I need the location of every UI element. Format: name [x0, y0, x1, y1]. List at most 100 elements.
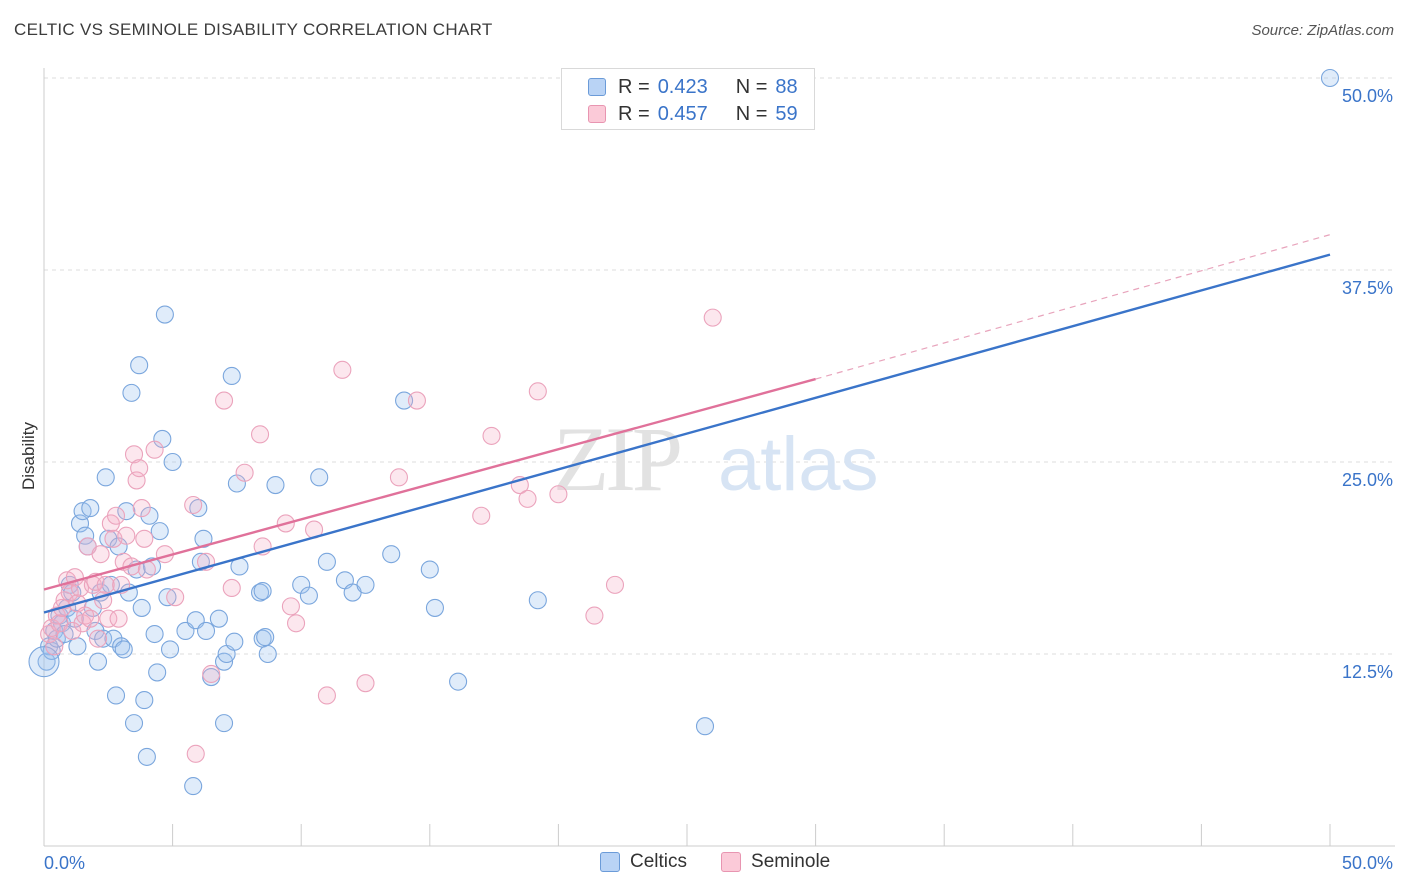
seminole-point	[518, 489, 537, 508]
celtics-point	[420, 560, 439, 579]
seminole-point	[106, 506, 126, 525]
x-tick-label: 0.0%	[44, 853, 85, 873]
celtics-point	[194, 529, 213, 548]
r-value: 0.423	[657, 75, 708, 98]
celtics-point	[299, 586, 318, 605]
seminole-point	[356, 674, 375, 693]
seminole-point	[389, 468, 408, 487]
seminole-point	[63, 621, 82, 641]
seminole-point	[287, 614, 306, 633]
celtics-point	[68, 637, 87, 656]
seminole-point	[472, 506, 491, 525]
celtics-point	[214, 714, 234, 733]
celtics-point	[310, 468, 329, 487]
seminole-point	[124, 445, 144, 464]
celtics-point	[124, 714, 144, 733]
seminole-point	[109, 609, 128, 628]
watermark-atlas: atlas	[718, 422, 879, 507]
r-label: R =	[618, 102, 650, 125]
n-value: 88	[775, 75, 798, 98]
seminole-point	[482, 426, 501, 445]
celtics-swatch	[600, 852, 620, 872]
y-tick-label: 50.0%	[1342, 86, 1393, 106]
watermark-zip: ZIP	[553, 408, 680, 510]
celtics-point	[528, 591, 547, 610]
celtics-point	[395, 391, 414, 410]
seminole-point	[549, 485, 568, 504]
celtics-point	[122, 383, 141, 402]
seminole-point	[317, 686, 336, 705]
legend-item-seminole[interactable]: Seminole	[721, 851, 830, 873]
celtics-point	[189, 499, 208, 518]
seminole-point	[184, 495, 203, 515]
celtics-swatch	[588, 78, 606, 96]
y-tick-label: 25.0%	[1342, 470, 1393, 490]
seminole-point	[235, 463, 254, 482]
celtics-point	[106, 686, 126, 705]
seminole-point	[703, 308, 722, 327]
celtics-point	[148, 663, 167, 682]
seminole-point	[135, 529, 154, 548]
seminole-point	[281, 597, 300, 616]
r-label: R =	[618, 75, 650, 98]
seminole-point	[117, 526, 136, 545]
seminole-point	[96, 575, 115, 594]
seminole-swatch	[721, 852, 742, 872]
celtics-point	[258, 644, 277, 664]
seminole-point	[202, 664, 221, 684]
n-label: N =	[735, 75, 768, 98]
seminole-point	[132, 499, 151, 518]
legend-row-seminole: R = 0.457 N = 59	[588, 101, 798, 127]
celtics-point	[88, 652, 108, 671]
seminole-point	[528, 382, 547, 401]
seminole-point	[130, 459, 149, 478]
celtics-point	[184, 777, 203, 796]
celtics-point	[140, 506, 159, 525]
legend-item-celtics[interactable]: Celtics	[600, 851, 687, 873]
celtics-point	[99, 529, 118, 548]
celtics-point	[256, 628, 275, 647]
seminole-point	[407, 391, 426, 410]
source-label: Source: ZipAtlas.com	[1251, 22, 1394, 39]
r-value: 0.457	[657, 102, 708, 125]
seminole-point	[45, 637, 64, 656]
stats-legend: R = 0.423 N = 88 R = 0.457 N = 59	[561, 68, 815, 130]
celtics-point	[76, 526, 95, 545]
n-value: 59	[775, 102, 798, 125]
celtics-point	[449, 672, 468, 691]
seminole-point	[222, 578, 241, 598]
seminole-point	[81, 609, 100, 628]
seminole-point	[585, 606, 604, 625]
seminole-point	[186, 744, 205, 763]
seminole-trend-extension	[815, 234, 1331, 380]
seminole-point	[76, 606, 95, 625]
celtics-point	[163, 452, 182, 472]
celtics-point	[81, 499, 100, 518]
celtics-point	[196, 621, 216, 641]
seminole-point	[166, 588, 185, 607]
celtics-point	[150, 522, 169, 541]
axes: Disability	[19, 68, 1395, 847]
celtics-point	[695, 717, 715, 736]
seminole-point	[333, 360, 352, 379]
celtics-point	[135, 691, 154, 710]
celtics-point	[155, 305, 174, 324]
celtics-point	[266, 475, 285, 495]
seminole-point	[250, 425, 270, 444]
n-label: N =	[735, 102, 768, 125]
seminole-point	[91, 545, 110, 564]
seminole-point	[605, 575, 625, 594]
celtics-point	[130, 356, 149, 375]
celtics-point	[209, 609, 228, 628]
celtics-point	[382, 545, 401, 564]
seminole-trend-line	[43, 377, 816, 591]
watermark: ZIP atlas	[553, 408, 879, 510]
celtics-point	[145, 624, 164, 644]
celtics-point	[317, 552, 336, 571]
chart-title: CELTIC VS SEMINOLE DISABILITY CORRELATIO…	[14, 20, 493, 39]
celtics-point	[1320, 68, 1340, 88]
celtics-point	[112, 637, 131, 656]
y-tick-label: 12.5%	[1342, 662, 1393, 682]
seminole-point	[99, 609, 118, 628]
